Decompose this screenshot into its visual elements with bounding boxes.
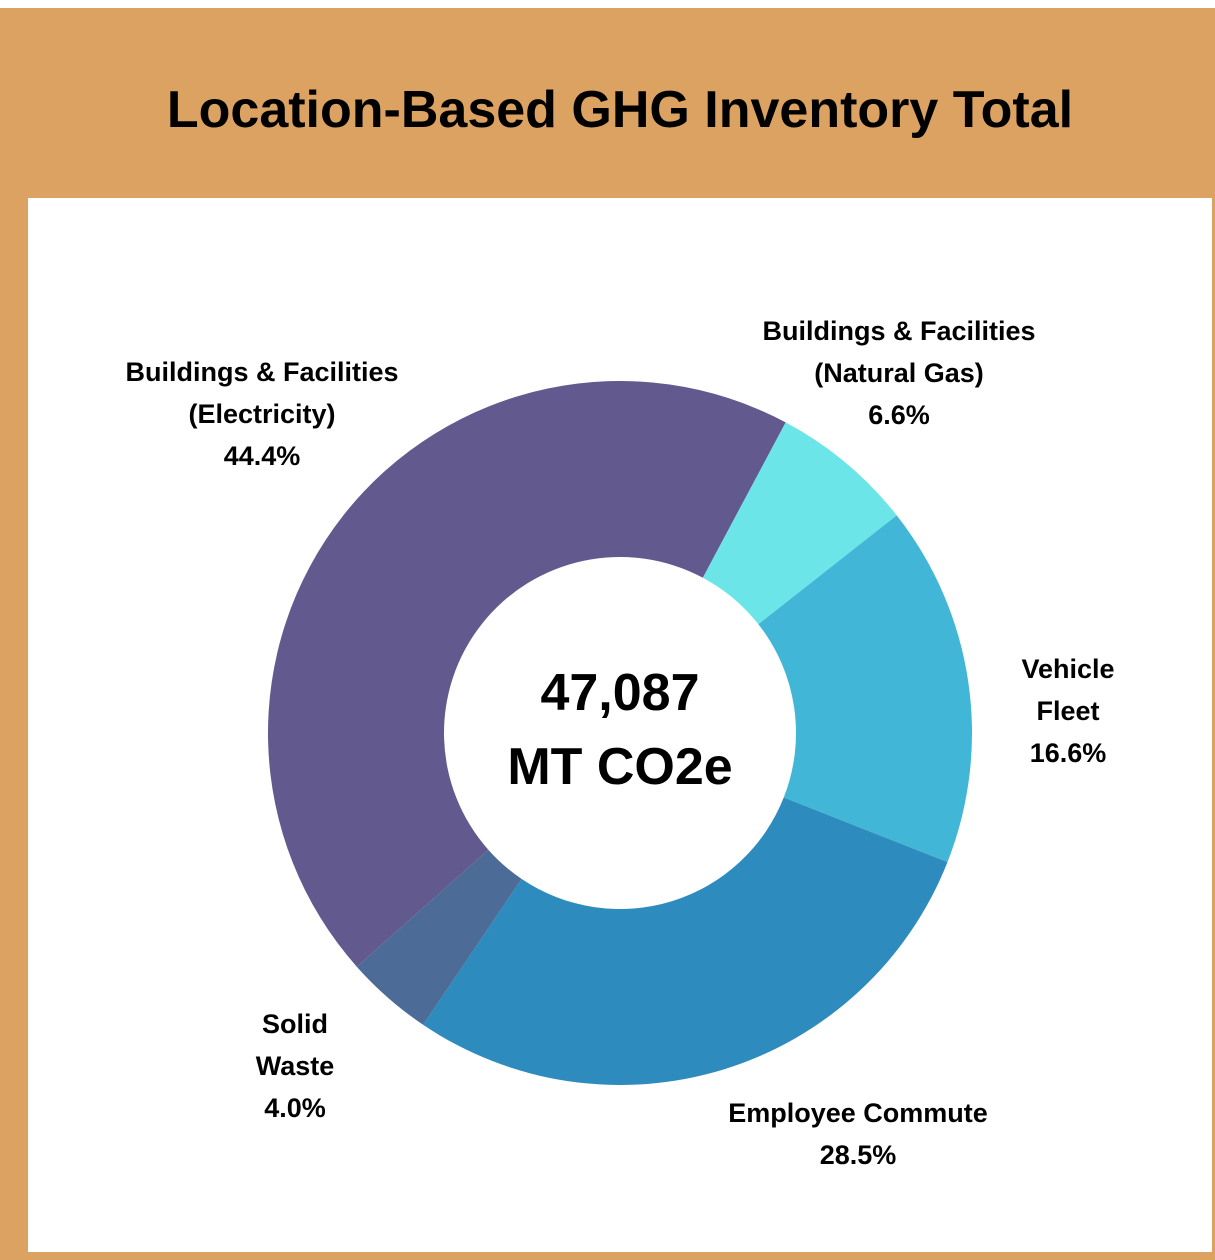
donut-slice bbox=[702, 422, 897, 625]
donut-slice bbox=[356, 849, 522, 1025]
slice-label: Vehicle Fleet bbox=[1021, 654, 1114, 726]
center-text: MT CO2e bbox=[507, 738, 732, 796]
value-label: 16.6% bbox=[1030, 738, 1107, 768]
value-label: 4.0% bbox=[264, 1093, 326, 1123]
center-text: 47,087 bbox=[540, 664, 699, 722]
slice-label: Buildings & Facilities (Natural Gas) bbox=[762, 316, 1035, 388]
donut-slice bbox=[268, 381, 786, 967]
value-label: 6.6% bbox=[868, 400, 930, 430]
value-label: 28.5% bbox=[820, 1140, 897, 1170]
slice-label: Employee Commute bbox=[728, 1098, 988, 1128]
plot: Buildings & Facilities (Electricity) 44.4%… bbox=[125, 316, 1114, 1170]
donut-slice bbox=[758, 515, 973, 863]
slice-label: Buildings & Facilities (Electricity) bbox=[125, 357, 398, 429]
slice-label: Solid Waste bbox=[256, 1009, 335, 1081]
value-label: 44.4% bbox=[224, 441, 301, 471]
chart-title: Location-Based GHG Inventory Total bbox=[167, 81, 1073, 139]
donut-slice bbox=[423, 797, 948, 1086]
